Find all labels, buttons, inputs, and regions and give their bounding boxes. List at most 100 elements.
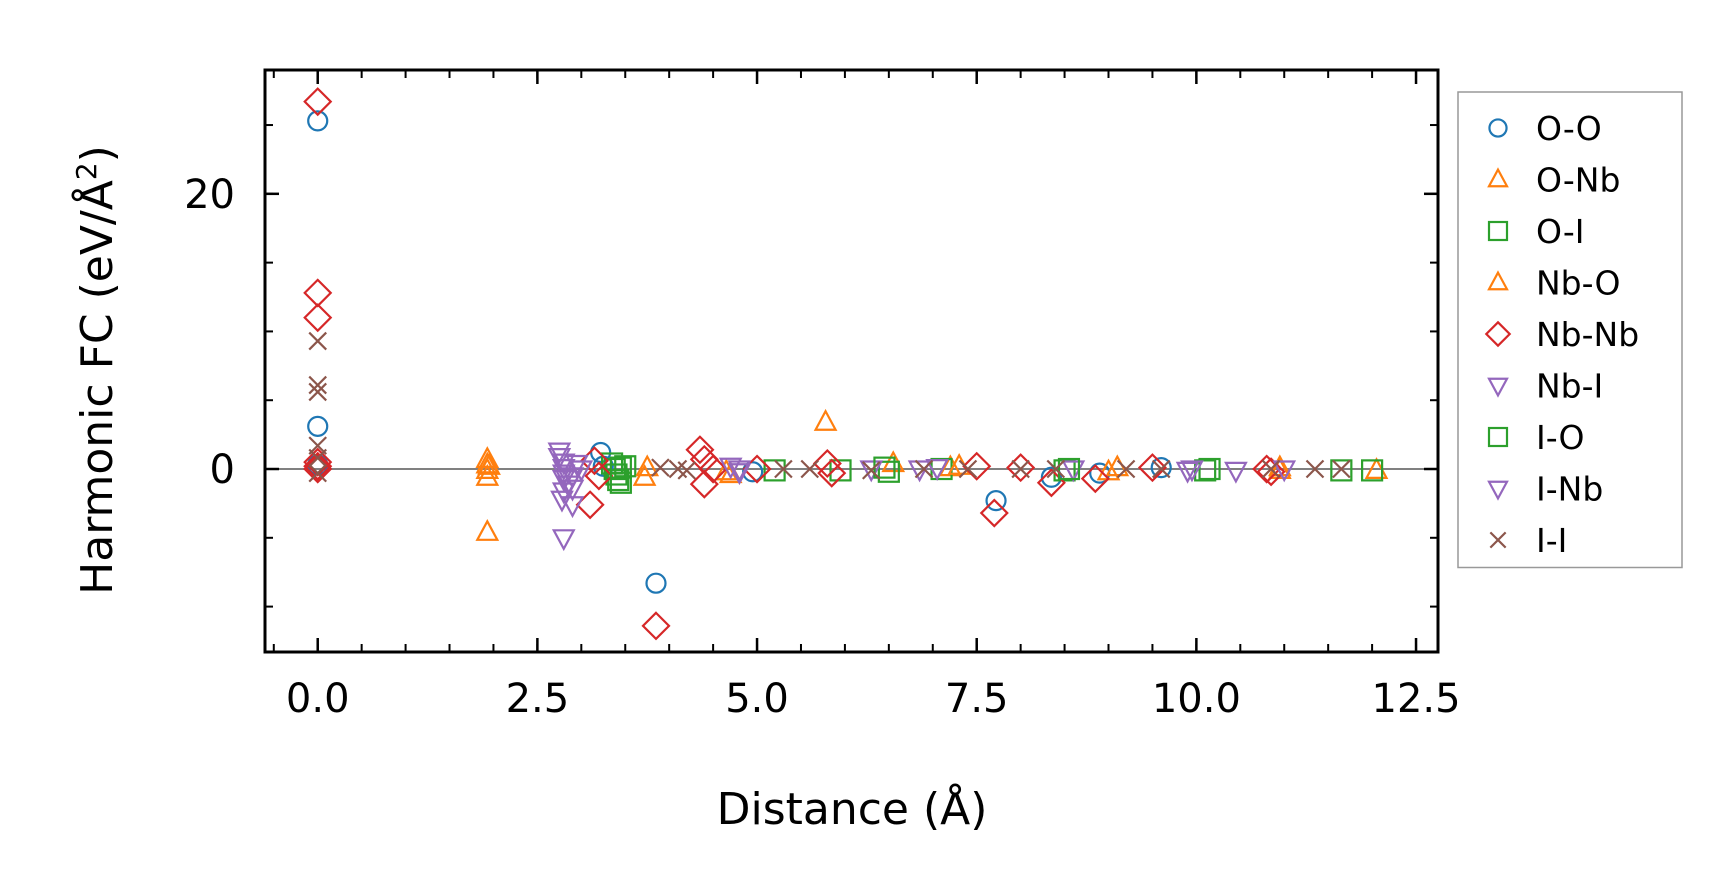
- data-point-o-i: [614, 455, 637, 478]
- data-point-nb-nb: [303, 303, 333, 333]
- data-point-o-o: [1150, 457, 1172, 479]
- series-o-o: [307, 110, 1172, 594]
- data-point-i-i: [651, 458, 670, 477]
- data-point-i-nb: [569, 460, 594, 483]
- data-point-nb-nb: [817, 458, 847, 488]
- data-point-nb-i: [718, 457, 743, 480]
- data-point-i-i: [1011, 459, 1030, 479]
- legend-label-i-nb: I-Nb: [1536, 470, 1603, 509]
- data-point-o-i: [1194, 459, 1217, 482]
- data-point-o-i: [609, 471, 632, 494]
- data-point-nb-i: [551, 464, 576, 487]
- data-point-o-i: [605, 463, 628, 486]
- data-point-i-o: [609, 456, 632, 479]
- data-point-o-i: [829, 459, 852, 482]
- x-tick-label: 7.5: [945, 676, 1009, 722]
- data-point-nb-nb: [303, 451, 333, 481]
- data-point-i-i: [677, 461, 697, 480]
- data-point-i-i: [1261, 459, 1281, 479]
- data-point-i-i: [308, 375, 327, 395]
- legend-label-o-nb: O-Nb: [1536, 161, 1620, 200]
- legend-item-nb-nb: Nb-Nb: [1484, 315, 1639, 354]
- data-point-i-i: [861, 461, 881, 480]
- plot-frame: [263, 68, 1440, 654]
- data-point-nb-nb: [641, 611, 671, 641]
- data-point-o-o: [307, 415, 329, 437]
- series-i-nb: [560, 460, 1297, 519]
- data-point-o-o: [645, 572, 667, 594]
- y-axis-title-end: ): [72, 145, 123, 162]
- data-point-nb-nb: [689, 469, 719, 499]
- data-point-o-nb: [475, 518, 500, 541]
- legend-marker-nb-nb: [1484, 320, 1512, 348]
- data-point-nb-o: [635, 454, 660, 477]
- legend-marker-o-nb: [1487, 167, 1509, 188]
- data-point-nb-nb: [1006, 453, 1036, 483]
- legend-item-i-o: I-O: [1487, 418, 1585, 457]
- data-point-nb-nb: [1080, 464, 1110, 494]
- data-point-nb-i: [1061, 460, 1086, 483]
- legend-item-i-i: I-I: [1489, 521, 1567, 560]
- data-point-i-i: [1151, 459, 1171, 479]
- data-point-i-i: [958, 459, 978, 479]
- legend-marker-o-i: [1487, 220, 1509, 242]
- data-point-i-i: [1116, 459, 1136, 479]
- legend-item-o-o: O-O: [1488, 109, 1602, 148]
- legend-marker-nb-i: [1487, 377, 1509, 398]
- data-point-nb-nb: [303, 87, 333, 117]
- data-point-i-nb: [1180, 460, 1204, 483]
- y-tick-label: 0: [210, 447, 235, 493]
- series-nb-nb: [303, 87, 1286, 641]
- data-point-nb-nb: [303, 278, 333, 308]
- data-point-nb-nb: [1256, 457, 1286, 487]
- x-tick-label: 10.0: [1152, 676, 1241, 722]
- data-point-o-nb: [475, 463, 500, 486]
- data-point-nb-nb: [584, 461, 614, 491]
- data-point-nb-nb: [1137, 453, 1167, 483]
- data-point-i-nb: [560, 479, 585, 502]
- data-point-o-nb: [938, 454, 963, 477]
- data-point-o-o: [1040, 466, 1062, 488]
- data-point-i-i: [1332, 459, 1351, 479]
- legend-label-o-o: O-O: [1536, 109, 1602, 148]
- data-point-nb-nb: [962, 451, 992, 481]
- data-point-i-o: [1198, 457, 1221, 481]
- legend-label-o-i: O-I: [1536, 212, 1585, 251]
- y-tick-label: 20: [184, 172, 235, 218]
- data-point-i-o: [1057, 457, 1081, 481]
- legend: O-O O-Nb O-I Nb-O Nb-Nb Nb-I I-O I-Nb I-I: [1457, 91, 1683, 569]
- data-point-nb-i: [550, 490, 574, 513]
- data-point-nb-i: [727, 463, 752, 486]
- legend-item-i-nb: I-Nb: [1487, 470, 1603, 509]
- data-point-nb-nb: [303, 454, 333, 484]
- data-point-i-i: [800, 459, 820, 479]
- plot-marks: [265, 87, 1438, 641]
- data-point-o-o: [985, 490, 1007, 512]
- data-point-i-i: [914, 459, 934, 479]
- data-point-nb-i: [551, 529, 576, 552]
- legend-label-nb-i: Nb-I: [1536, 367, 1603, 406]
- data-point-i-nb: [1272, 460, 1297, 483]
- legend-label-i-o: I-O: [1536, 418, 1585, 457]
- x-tick-label: 5.0: [725, 676, 789, 722]
- data-point-nb-i: [859, 460, 884, 483]
- legend-marker-i-o: [1487, 426, 1509, 448]
- data-point-nb-i: [551, 453, 576, 476]
- data-point-o-i: [1330, 459, 1353, 482]
- data-point-nb-o: [477, 452, 501, 475]
- data-point-o-nb: [1267, 457, 1292, 479]
- data-point-i-i: [308, 382, 327, 402]
- legend-box: [1457, 91, 1683, 569]
- data-point-nb-nb: [685, 435, 715, 465]
- x-tick-label: 2.5: [506, 676, 570, 722]
- data-point-i-i: [1046, 459, 1066, 479]
- data-point-o-o: [307, 110, 329, 132]
- data-point-o-i: [877, 460, 900, 483]
- legend-item-o-nb: O-Nb: [1487, 161, 1620, 200]
- legend-marker-i-i: [1489, 531, 1507, 549]
- data-point-nb-nb: [303, 447, 333, 477]
- data-point-i-nb: [560, 496, 585, 519]
- legend-label-nb-nb: Nb-Nb: [1536, 315, 1639, 354]
- series-nb-i: [547, 442, 1248, 552]
- data-point-nb-nb: [575, 490, 605, 520]
